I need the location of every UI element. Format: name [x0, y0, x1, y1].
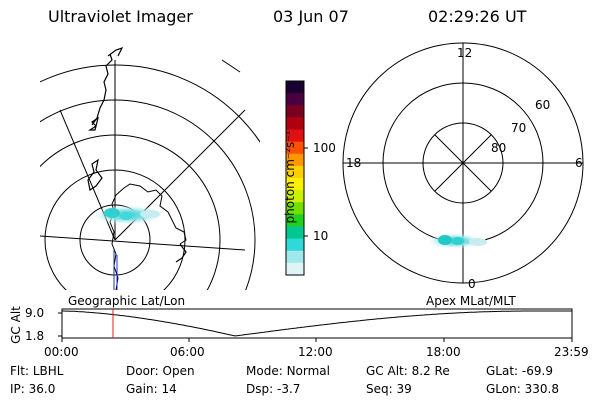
timeline-y-tick-top: 9.0	[25, 306, 45, 320]
colorbar-block	[286, 178, 304, 191]
colorbar-block	[286, 117, 304, 131]
timeline-x-tick-2: 12:00	[298, 345, 333, 359]
info-mode: Mode: Normal	[246, 364, 330, 378]
timeline-x-tick-4: 23:59	[554, 345, 589, 359]
colorbar-block	[286, 93, 304, 106]
info-dsp: Dsp: -3.7	[246, 382, 301, 396]
colorbar-block	[286, 129, 304, 143]
colorbar-block	[286, 250, 304, 264]
info-seq: Seq: 39	[366, 382, 412, 396]
colorbar-block	[286, 165, 304, 179]
polar-panel-label: Apex MLat/MLT	[426, 294, 516, 308]
colorbar	[286, 81, 304, 276]
colorbar-tick-100: 100	[313, 141, 336, 155]
date-label: 03 Jun 07	[273, 7, 349, 26]
mlt-label-18: 18	[346, 156, 362, 170]
timeline-x-tick-0: 00:00	[44, 345, 79, 359]
mlt-label-12: 12	[457, 46, 473, 60]
info-glon: GLon: 330.8	[486, 382, 559, 396]
timeline-x-tick-3: 18:00	[426, 345, 461, 359]
colorbar-block	[286, 214, 304, 228]
instrument-title: Ultraviolet Imager	[48, 7, 193, 26]
lat-label-60: 60	[535, 98, 551, 112]
timeline-y-tick-bottom: 1.8	[25, 329, 45, 343]
colorbar-block	[286, 190, 304, 203]
info-gain: Gain: 14	[126, 382, 177, 396]
info-gc-alt: GC Alt: 8.2 Re	[366, 364, 450, 378]
info-glat: GLat: -69.9	[486, 364, 553, 378]
geo-aurora-emission	[92, 205, 164, 225]
lat-label-70: 70	[511, 121, 527, 135]
colorbar-block	[286, 153, 304, 167]
geo-panel-label: Geographic Lat/Lon	[68, 294, 186, 308]
timeline-y-title: GC Alt	[9, 306, 23, 344]
colorbar-block	[286, 105, 304, 118]
colorbar-block	[286, 226, 304, 240]
colorbar-block	[286, 262, 304, 276]
time-label: 02:29:26 UT	[428, 7, 527, 26]
lat-label-80: 80	[491, 141, 507, 155]
colorbar-block	[286, 141, 304, 155]
altitude-timeline	[58, 308, 573, 342]
mlt-label-0: 0	[468, 277, 476, 291]
colorbar-block	[286, 238, 304, 252]
colorbar-tick-10: 10	[313, 229, 329, 243]
timeline-x-tick-1: 06:00	[170, 345, 205, 359]
colorbar-block	[286, 202, 304, 215]
info-ip: IP: 36.0	[10, 382, 56, 396]
polar-aurora-emission	[427, 233, 487, 249]
mlt-label-6: 6	[575, 156, 583, 170]
info-door: Door: Open	[126, 364, 195, 378]
colorbar-block	[286, 81, 304, 94]
colorbar-unit-label: photon cm⁻²s⁻¹	[283, 130, 297, 224]
info-filter: Flt: LBHL	[10, 364, 64, 378]
